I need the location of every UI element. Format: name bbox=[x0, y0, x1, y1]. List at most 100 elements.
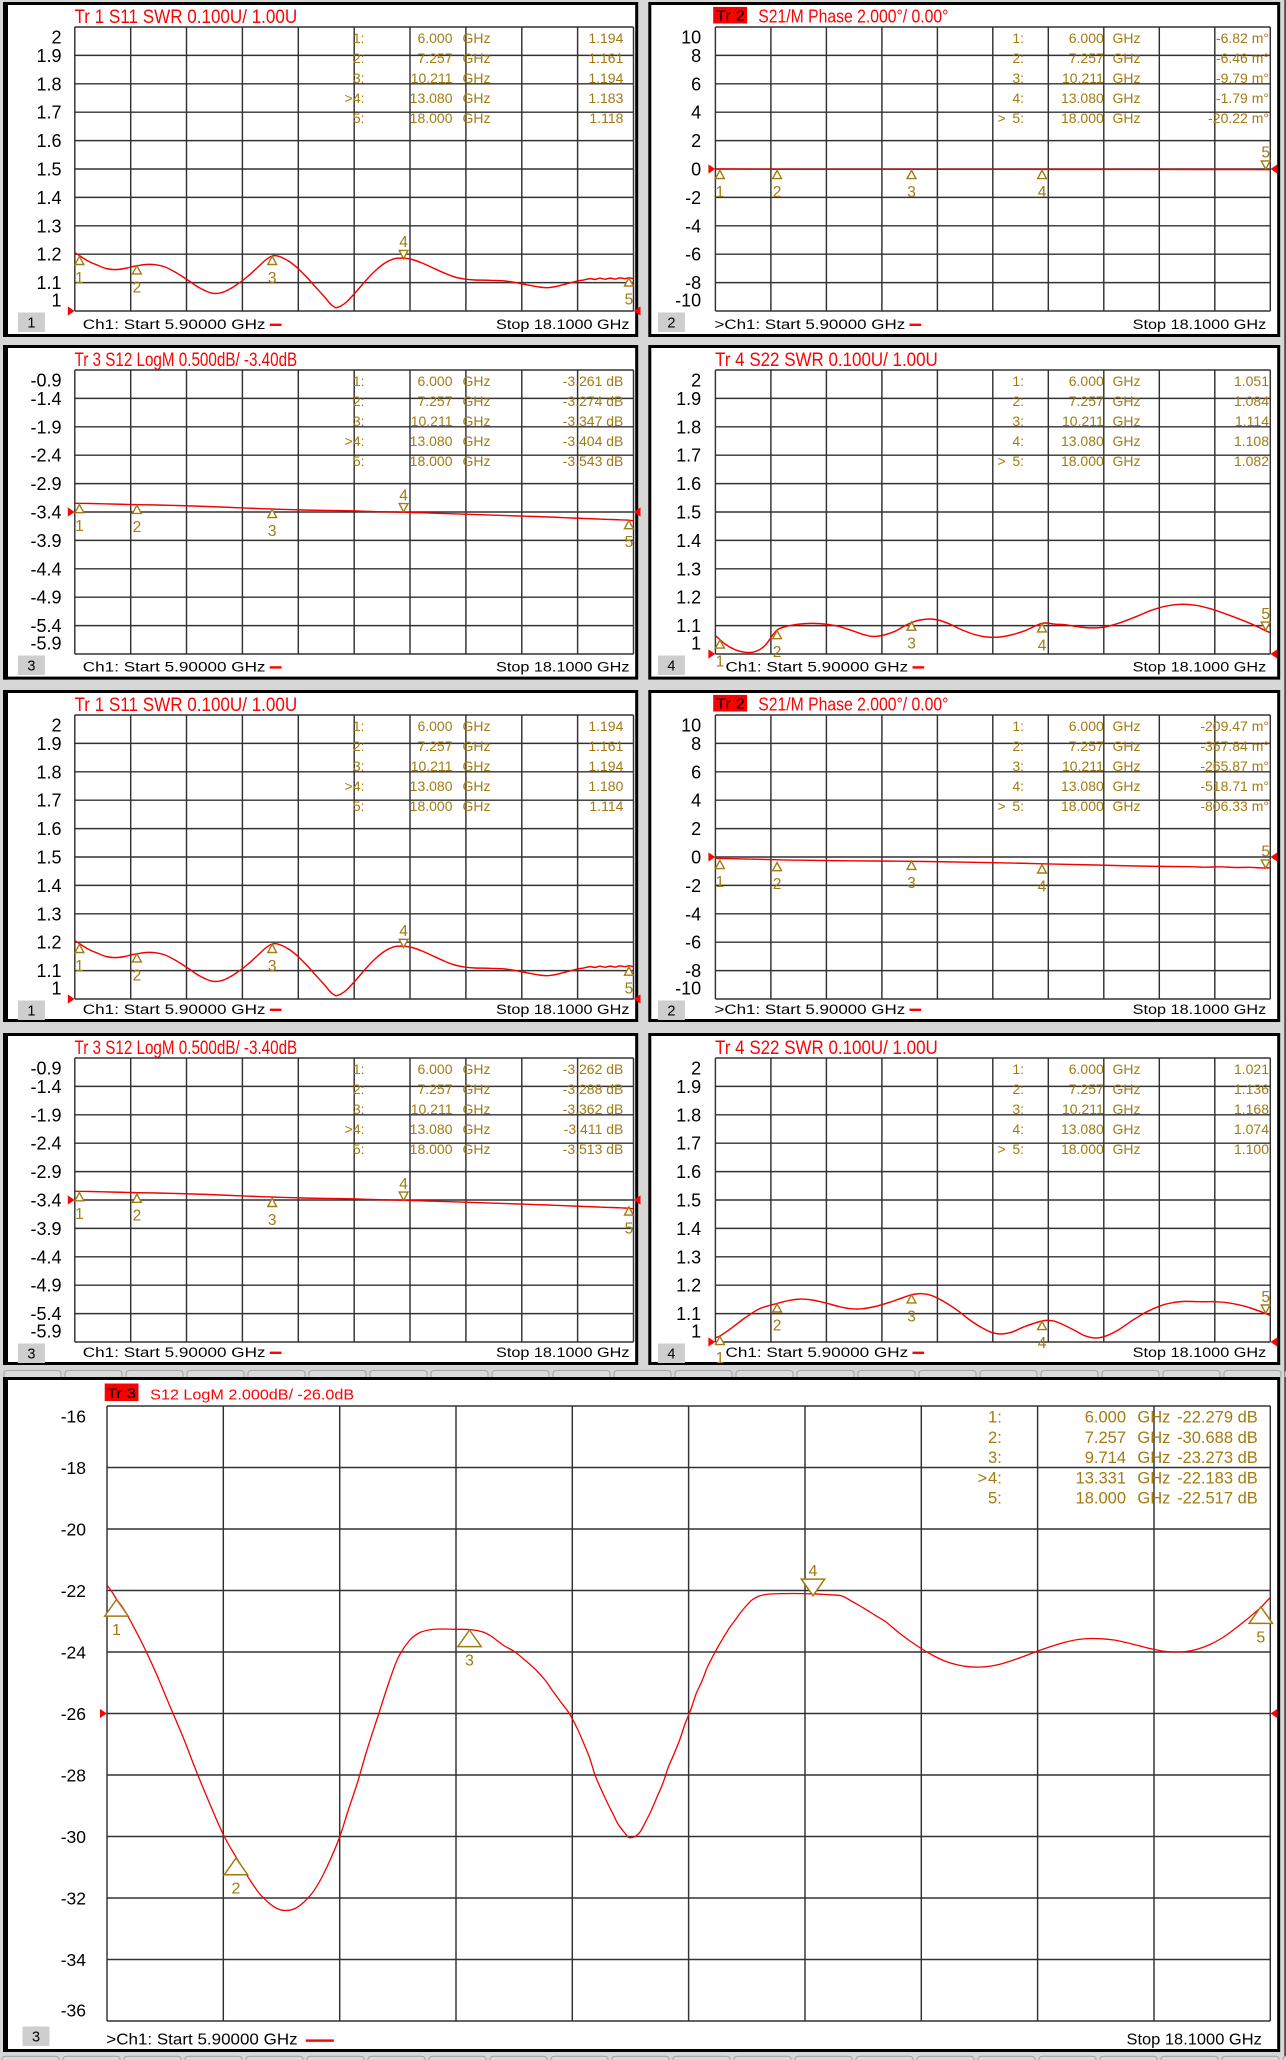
svg-text:1.7: 1.7 bbox=[36, 791, 61, 811]
svg-text:Stop 18.1000 GHz: Stop 18.1000 GHz bbox=[496, 317, 630, 332]
svg-text:5: 5 bbox=[1261, 844, 1270, 861]
svg-text:Ch1: Start 5.90000 GHz: Ch1: Start 5.90000 GHz bbox=[726, 1345, 909, 1360]
svg-text:18.000: 18.000 bbox=[410, 1141, 453, 1157]
svg-text:1.7: 1.7 bbox=[36, 103, 61, 123]
svg-text:4: 4 bbox=[1038, 878, 1047, 895]
svg-text:13.080: 13.080 bbox=[410, 778, 453, 794]
svg-text:GHz: GHz bbox=[1113, 393, 1141, 409]
svg-text:-265.87 m°: -265.87 m° bbox=[1200, 758, 1269, 774]
svg-text:1.3: 1.3 bbox=[36, 216, 61, 236]
svg-text:GHz: GHz bbox=[1137, 1429, 1170, 1447]
svg-text:-22: -22 bbox=[61, 1581, 86, 1601]
svg-text:-2.4: -2.4 bbox=[30, 446, 61, 466]
svg-text:3: 3 bbox=[907, 184, 916, 201]
svg-text:1: 1 bbox=[716, 184, 725, 201]
svg-text:1.9: 1.9 bbox=[676, 1077, 701, 1097]
svg-text:>: > bbox=[345, 778, 353, 794]
svg-text:1: 1 bbox=[75, 270, 84, 287]
svg-text:-3.4: -3.4 bbox=[30, 1191, 61, 1211]
svg-text:-18: -18 bbox=[61, 1458, 86, 1478]
svg-text:-5.4: -5.4 bbox=[30, 1304, 61, 1324]
svg-text:5:: 5: bbox=[1012, 798, 1024, 814]
svg-text:>Ch1: Start 5.90000 GHz: >Ch1: Start 5.90000 GHz bbox=[106, 2032, 297, 2049]
svg-text:GHz: GHz bbox=[463, 1081, 491, 1097]
svg-text:2: 2 bbox=[232, 1881, 241, 1898]
svg-text:7.257: 7.257 bbox=[1085, 1429, 1126, 1447]
svg-text:3:: 3: bbox=[353, 758, 365, 774]
svg-text:-26: -26 bbox=[61, 1704, 86, 1724]
svg-text:Stop 18.1000 GHz: Stop 18.1000 GHz bbox=[496, 1002, 630, 1017]
svg-text:4:: 4: bbox=[988, 1469, 1002, 1487]
svg-text:8: 8 bbox=[691, 734, 701, 754]
svg-text:10.211: 10.211 bbox=[411, 70, 453, 86]
svg-text:1.1: 1.1 bbox=[676, 616, 701, 636]
svg-text:5: 5 bbox=[1256, 1629, 1265, 1646]
svg-text:1: 1 bbox=[716, 654, 725, 671]
svg-text:1.3: 1.3 bbox=[676, 559, 701, 579]
svg-text:S12 LogM 2.000dB/ -26.0dB: S12 LogM 2.000dB/ -26.0dB bbox=[150, 1387, 354, 1404]
svg-text:4: 4 bbox=[399, 923, 408, 940]
svg-text:4:: 4: bbox=[1012, 1121, 1024, 1137]
svg-text:GHz: GHz bbox=[1137, 1409, 1170, 1427]
svg-text:1.4: 1.4 bbox=[36, 188, 61, 208]
svg-text:13.080: 13.080 bbox=[410, 1121, 453, 1137]
svg-text:GHz: GHz bbox=[1113, 738, 1141, 754]
svg-text:-518.71 m°: -518.71 m° bbox=[1200, 778, 1269, 794]
svg-text:1.161: 1.161 bbox=[588, 738, 623, 754]
svg-text:-1.9: -1.9 bbox=[30, 1105, 61, 1125]
svg-text:GHz: GHz bbox=[463, 50, 491, 66]
svg-text:-2.9: -2.9 bbox=[30, 1162, 61, 1182]
svg-text:Stop 18.1000 GHz: Stop 18.1000 GHz bbox=[1133, 1002, 1267, 1017]
svg-text:-4: -4 bbox=[685, 216, 701, 236]
svg-text:>: > bbox=[998, 1141, 1006, 1157]
svg-text:-4.9: -4.9 bbox=[30, 588, 61, 608]
svg-text:GHz: GHz bbox=[1113, 1121, 1141, 1137]
svg-text:-3.261 dB: -3.261 dB bbox=[563, 373, 624, 389]
svg-text:1.100: 1.100 bbox=[1234, 1141, 1269, 1157]
svg-text:Tr 3: Tr 3 bbox=[107, 1385, 136, 1401]
svg-text:-1.9: -1.9 bbox=[30, 417, 61, 437]
svg-text:1:: 1: bbox=[353, 373, 365, 389]
svg-text:4: 4 bbox=[1038, 184, 1047, 201]
svg-text:Stop 18.1000 GHz: Stop 18.1000 GHz bbox=[1133, 317, 1267, 332]
svg-text:-4: -4 bbox=[685, 904, 701, 924]
svg-text:1.5: 1.5 bbox=[36, 160, 61, 180]
svg-text:3:: 3: bbox=[1012, 758, 1024, 774]
svg-text:3: 3 bbox=[268, 523, 277, 540]
svg-text:-3.543 dB: -3.543 dB bbox=[563, 453, 624, 469]
svg-text:1.2: 1.2 bbox=[36, 245, 61, 265]
svg-text:2: 2 bbox=[691, 371, 701, 391]
svg-text:Stop 18.1000 GHz: Stop 18.1000 GHz bbox=[496, 1345, 630, 1360]
svg-text:-3.274 dB: -3.274 dB bbox=[563, 393, 624, 409]
svg-text:10.211: 10.211 bbox=[411, 413, 453, 429]
svg-text:-6: -6 bbox=[685, 245, 701, 265]
svg-text:5: 5 bbox=[1261, 1289, 1270, 1306]
svg-text:1.6: 1.6 bbox=[36, 819, 61, 839]
svg-text:3:: 3: bbox=[1012, 70, 1024, 86]
svg-text:6.000: 6.000 bbox=[1069, 30, 1104, 46]
svg-text:-1.79 m°: -1.79 m° bbox=[1216, 90, 1269, 106]
svg-text:5: 5 bbox=[625, 534, 634, 551]
svg-text:7.257: 7.257 bbox=[1069, 50, 1104, 66]
svg-text:1.6: 1.6 bbox=[676, 1162, 701, 1182]
svg-text:18.000: 18.000 bbox=[410, 453, 453, 469]
svg-text:5: 5 bbox=[625, 1221, 634, 1238]
svg-text:1.8: 1.8 bbox=[676, 1105, 701, 1125]
svg-text:18.000: 18.000 bbox=[1061, 798, 1104, 814]
svg-text:-22.517 dB: -22.517 dB bbox=[1177, 1490, 1258, 1508]
svg-text:5: 5 bbox=[625, 292, 634, 309]
svg-text:1.084: 1.084 bbox=[1234, 393, 1269, 409]
svg-text:GHz: GHz bbox=[463, 90, 491, 106]
svg-text:2: 2 bbox=[667, 1004, 675, 1020]
svg-text:10.211: 10.211 bbox=[411, 758, 453, 774]
svg-text:-20: -20 bbox=[61, 1519, 87, 1539]
svg-text:0: 0 bbox=[691, 160, 701, 180]
svg-text:6: 6 bbox=[691, 74, 701, 94]
svg-text:5:: 5: bbox=[1012, 453, 1024, 469]
svg-text:GHz: GHz bbox=[1113, 1061, 1141, 1077]
svg-text:-3.513 dB: -3.513 dB bbox=[563, 1141, 624, 1157]
svg-text:-30.688 dB: -30.688 dB bbox=[1177, 1429, 1258, 1447]
svg-text:1.194: 1.194 bbox=[588, 30, 623, 46]
svg-text:-36: -36 bbox=[61, 2000, 86, 2020]
svg-text:3:: 3: bbox=[988, 1449, 1002, 1467]
